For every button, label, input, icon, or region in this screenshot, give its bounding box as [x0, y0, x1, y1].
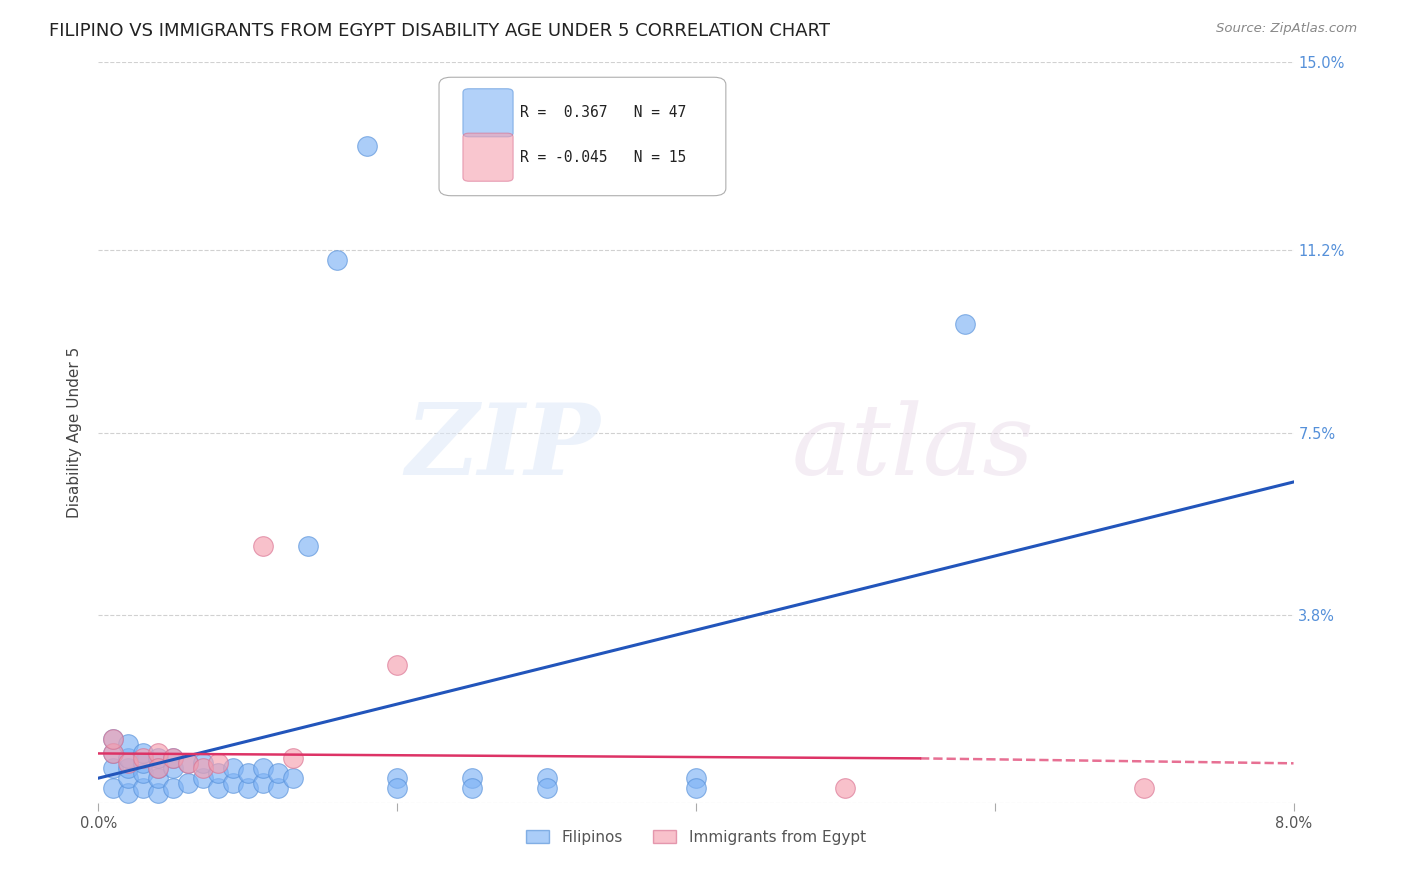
Point [281, 771, 304, 785]
Point [177, 756, 200, 771]
Point [685, 780, 707, 795]
Point [103, 747, 125, 761]
Point [385, 771, 409, 785]
Point [103, 780, 125, 795]
Legend: Filipinos, Immigrants from Egypt: Filipinos, Immigrants from Egypt [520, 823, 872, 851]
Point [222, 761, 245, 775]
Point [207, 766, 229, 780]
Point [385, 657, 409, 672]
Point [236, 780, 259, 795]
Text: ZIP: ZIP [405, 400, 600, 496]
Point [148, 786, 170, 800]
Point [132, 747, 155, 761]
Point [236, 766, 259, 780]
Point [326, 252, 349, 267]
Point [177, 776, 200, 790]
Point [103, 761, 125, 775]
Point [207, 756, 229, 771]
Point [117, 761, 139, 775]
Point [222, 776, 245, 790]
Point [117, 786, 139, 800]
Point [148, 747, 170, 761]
Point [103, 731, 125, 746]
Text: R = -0.045   N = 15: R = -0.045 N = 15 [520, 150, 686, 165]
Point [162, 751, 184, 765]
Point [103, 747, 125, 761]
Point [132, 780, 155, 795]
Point [297, 539, 319, 553]
Point [177, 756, 200, 771]
Point [953, 317, 976, 331]
Point [252, 761, 274, 775]
Point [252, 539, 274, 553]
Point [281, 751, 304, 765]
Point [117, 737, 139, 751]
Point [103, 731, 125, 746]
Point [117, 771, 139, 785]
Point [148, 761, 170, 775]
FancyBboxPatch shape [439, 78, 725, 195]
Point [685, 771, 707, 785]
Point [356, 139, 378, 153]
Text: atlas: atlas [792, 400, 1035, 495]
Point [461, 771, 484, 785]
Point [267, 766, 290, 780]
Point [191, 756, 214, 771]
Point [117, 756, 139, 771]
Point [536, 780, 558, 795]
Point [132, 766, 155, 780]
Point [132, 751, 155, 765]
Point [536, 771, 558, 785]
Y-axis label: Disability Age Under 5: Disability Age Under 5 [67, 347, 83, 518]
Point [191, 761, 214, 775]
Point [267, 780, 290, 795]
FancyBboxPatch shape [463, 133, 513, 181]
Text: FILIPINO VS IMMIGRANTS FROM EGYPT DISABILITY AGE UNDER 5 CORRELATION CHART: FILIPINO VS IMMIGRANTS FROM EGYPT DISABI… [49, 22, 830, 40]
Point [148, 771, 170, 785]
Point [191, 771, 214, 785]
Point [834, 780, 856, 795]
Point [385, 780, 409, 795]
Point [162, 751, 184, 765]
Point [162, 780, 184, 795]
Point [148, 751, 170, 765]
FancyBboxPatch shape [463, 88, 513, 136]
Text: Source: ZipAtlas.com: Source: ZipAtlas.com [1216, 22, 1357, 36]
Point [162, 761, 184, 775]
Point [1133, 780, 1156, 795]
Point [132, 756, 155, 771]
Point [461, 780, 484, 795]
Point [117, 751, 139, 765]
Point [148, 761, 170, 775]
Text: R =  0.367   N = 47: R = 0.367 N = 47 [520, 105, 686, 120]
Point [252, 776, 274, 790]
Point [207, 780, 229, 795]
